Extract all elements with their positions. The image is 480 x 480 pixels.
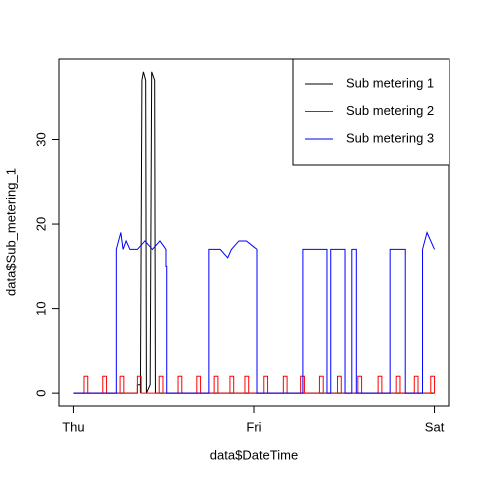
y-tick-label: 20 [33,217,48,231]
y-tick-label: 0 [33,390,48,397]
legend: Sub metering 1 Sub metering 2 Sub metering… [292,59,449,166]
legend-label: Sub metering 2 [346,103,434,118]
y-tick-label: 30 [33,132,48,146]
series-line [73,71,435,394]
series-line [73,231,436,394]
series-line [73,375,436,394]
y-axis-label: data$Sub_metering_1 [3,168,18,296]
x-tick-label: Sat [425,419,445,434]
legend-label: Sub metering 3 [346,130,434,145]
plot-area [73,71,436,394]
legend-label: Sub metering 1 [346,75,434,90]
x-axis-label: data$DateTime [210,447,298,462]
y-tick-label: 10 [33,301,48,315]
x-tick-label: Fri [246,419,261,434]
x-tick-label: Thu [62,419,84,434]
